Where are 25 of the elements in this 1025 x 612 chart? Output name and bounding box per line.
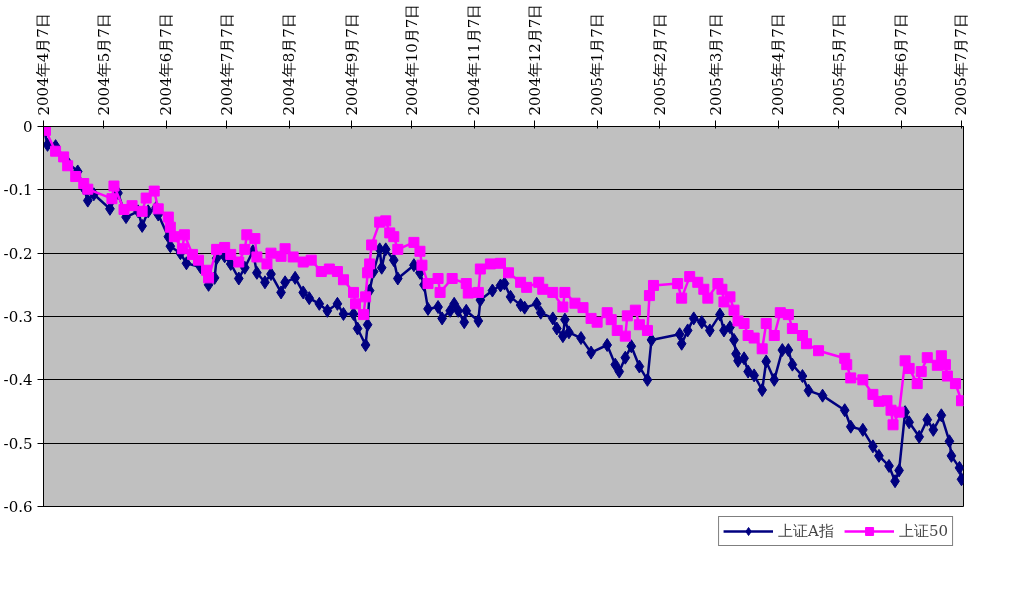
x-tick-label: 2004年6月7日 <box>157 13 176 116</box>
x-tick-label: 2005年2月7日 <box>650 13 669 116</box>
y-tick-label: -0.5 <box>3 434 33 453</box>
x-tick-label: 2004年12月7日 <box>525 3 544 116</box>
x-tick-label: 2004年5月7日 <box>94 13 113 116</box>
x-tick-label: 2005年1月7日 <box>588 13 607 116</box>
x-tick-label: 2004年11月7日 <box>465 3 484 116</box>
x-tick-label: 2004年10月7日 <box>402 3 421 116</box>
y-tick-label: -0.1 <box>3 181 33 200</box>
y-tick-label: -0.2 <box>3 244 33 263</box>
x-tick-label: 2005年4月7日 <box>769 13 788 116</box>
x-tick-label: 2005年7月7日 <box>952 13 971 116</box>
legend-label: 上证50 <box>898 521 948 541</box>
y-tick-label: -0.4 <box>3 371 33 390</box>
x-tick-label: 2005年6月7日 <box>892 13 911 116</box>
x-tick-label: 2005年5月7日 <box>829 13 848 116</box>
x-tick-label: 2004年8月7日 <box>280 13 299 116</box>
x-tick-label: 2004年7月7日 <box>217 13 236 116</box>
x-tick-label: 2004年4月7日 <box>34 13 53 116</box>
y-tick-label: 0 <box>22 118 33 136</box>
x-tick-label: 2004年9月7日 <box>342 13 361 116</box>
y-tick-label: -0.3 <box>3 308 33 326</box>
x-tick-label: 2005年3月7日 <box>706 13 725 116</box>
y-tick-label: -0.6 <box>3 498 33 516</box>
legend-label: 上证A指 <box>778 521 834 541</box>
